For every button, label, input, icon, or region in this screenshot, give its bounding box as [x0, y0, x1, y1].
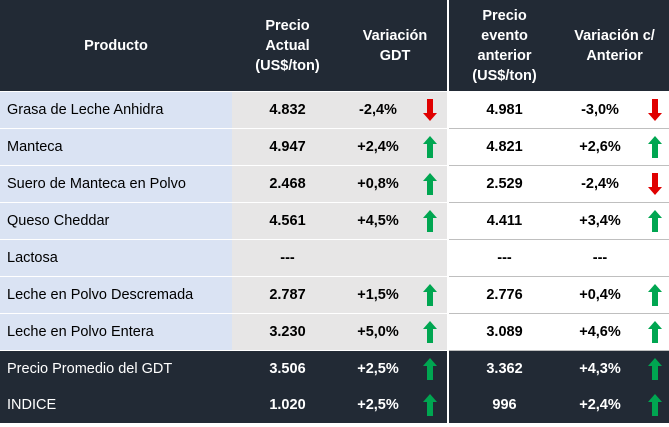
arrow-up-icon [647, 394, 662, 416]
gdt-variation-arrow [413, 91, 449, 129]
table-row: Leche en Polvo Entera 3.230 +5,0% 3.089 +4,6… [0, 313, 669, 351]
product-name: INDICE [0, 387, 232, 423]
gdt-variation: +2,5% [343, 350, 413, 387]
previous-price: 3.089 [447, 313, 561, 351]
previous-price: --- [447, 239, 561, 277]
header-previous-variation: Variación c/Anterior [560, 0, 669, 92]
gdt-variation: +0,8% [343, 165, 413, 203]
arrow-down-icon [423, 99, 437, 121]
current-price: 2.787 [232, 276, 343, 314]
previous-variation: --- [560, 239, 641, 277]
previous-variation: -3,0% [560, 91, 641, 129]
previous-price: 996 [447, 387, 561, 423]
current-price: 4.947 [232, 128, 343, 166]
previous-price: 4.411 [447, 202, 561, 240]
previous-variation: +2,6% [560, 128, 641, 166]
previous-variation: +3,4% [560, 202, 641, 240]
arrow-up-icon [647, 136, 662, 158]
gdt-variation: +1,5% [343, 276, 413, 314]
current-price: 3.506 [232, 350, 343, 387]
table-row: Lactosa --- --- --- [0, 239, 669, 277]
product-name: Lactosa [0, 239, 232, 277]
arrow-up-icon [647, 284, 662, 306]
gdt-variation-arrow [413, 276, 449, 314]
current-price: 1.020 [232, 387, 343, 423]
table-row: Grasa de Leche Anhidra 4.832 -2,4% 4.981 -3,… [0, 91, 669, 129]
gdt-variation-arrow [413, 165, 449, 203]
summary-row: Precio Promedio del GDT 3.506 +2,5% 3.362 +4… [0, 350, 669, 387]
previous-variation: +4,3% [560, 350, 641, 387]
arrow-up-icon [423, 394, 437, 416]
arrow-up-icon [423, 173, 437, 195]
product-name: Grasa de Leche Anhidra [0, 91, 232, 129]
previous-price: 3.362 [447, 350, 561, 387]
current-price: 3.230 [232, 313, 343, 351]
arrow-up-icon [647, 210, 662, 232]
previous-variation: +0,4% [560, 276, 641, 314]
previous-variation-arrow [640, 165, 669, 203]
previous-price: 2.529 [447, 165, 561, 203]
previous-variation-arrow [640, 91, 669, 129]
previous-variation-arrow [640, 202, 669, 240]
table-row: Suero de Manteca en Polvo 2.468 +0,8% 2.529… [0, 165, 669, 203]
arrow-up-icon [647, 321, 662, 343]
table-row: Manteca 4.947 +2,4% 4.821 +2,6% [0, 128, 669, 166]
arrow-up-icon [423, 358, 437, 380]
gdt-variation-arrow [413, 202, 449, 240]
arrow-up-icon [423, 136, 437, 158]
previous-variation-arrow [640, 128, 669, 166]
current-price: 4.832 [232, 91, 343, 129]
gdt-variation-arrow [413, 128, 449, 166]
gdt-variation [343, 239, 413, 277]
arrow-down-icon [647, 173, 662, 195]
gdt-variation: +4,5% [343, 202, 413, 240]
summary-row: INDICE 1.020 +2,5% 996 +2,4% [0, 387, 669, 423]
product-name: Leche en Polvo Entera [0, 313, 232, 351]
header-gdt-variation: Variación GDT [343, 0, 449, 92]
gdt-variation: -2,4% [343, 91, 413, 129]
previous-price: 2.776 [447, 276, 561, 314]
arrow-up-icon [423, 210, 437, 232]
arrow-up-icon [423, 321, 437, 343]
table-row: Queso Cheddar 4.561 +4,5% 4.411 +3,4% [0, 202, 669, 240]
header-current-price: Precio Actual (US$/ton) [232, 0, 343, 92]
gdt-variation: +2,4% [343, 128, 413, 166]
product-name: Leche en Polvo Descremada [0, 276, 232, 314]
gdt-variation-arrow [413, 313, 449, 351]
current-price: --- [232, 239, 343, 277]
previous-variation-arrow [640, 350, 669, 387]
arrow-up-icon [647, 358, 662, 380]
previous-variation-arrow [640, 387, 669, 423]
table-row: Leche en Polvo Descremada 2.787 +1,5% 2.776… [0, 276, 669, 314]
arrow-up-icon [423, 284, 437, 306]
previous-price: 4.981 [447, 91, 561, 129]
previous-price: 4.821 [447, 128, 561, 166]
header-product: Producto [0, 0, 232, 92]
previous-variation: -2,4% [560, 165, 641, 203]
current-price: 2.468 [232, 165, 343, 203]
header-row: Producto Precio Actual (US$/ton) Variación… [0, 0, 669, 92]
product-name: Manteca [0, 128, 232, 166]
product-name: Queso Cheddar [0, 202, 232, 240]
gdt-variation-arrow [413, 350, 449, 387]
previous-variation-arrow [640, 239, 669, 277]
previous-variation: +2,4% [560, 387, 641, 423]
gdt-variation: +5,0% [343, 313, 413, 351]
header-previous-price: Precio evento anterior (US$/ton) [447, 0, 561, 92]
current-price: 4.561 [232, 202, 343, 240]
arrow-down-icon [647, 99, 662, 121]
gdt-variation: +2,5% [343, 387, 413, 423]
previous-variation-arrow [640, 313, 669, 351]
gdt-variation-arrow [413, 387, 449, 423]
product-name: Suero de Manteca en Polvo [0, 165, 232, 203]
product-name: Precio Promedio del GDT [0, 350, 232, 387]
gdt-variation-arrow [413, 239, 449, 277]
previous-variation-arrow [640, 276, 669, 314]
previous-variation: +4,6% [560, 313, 641, 351]
